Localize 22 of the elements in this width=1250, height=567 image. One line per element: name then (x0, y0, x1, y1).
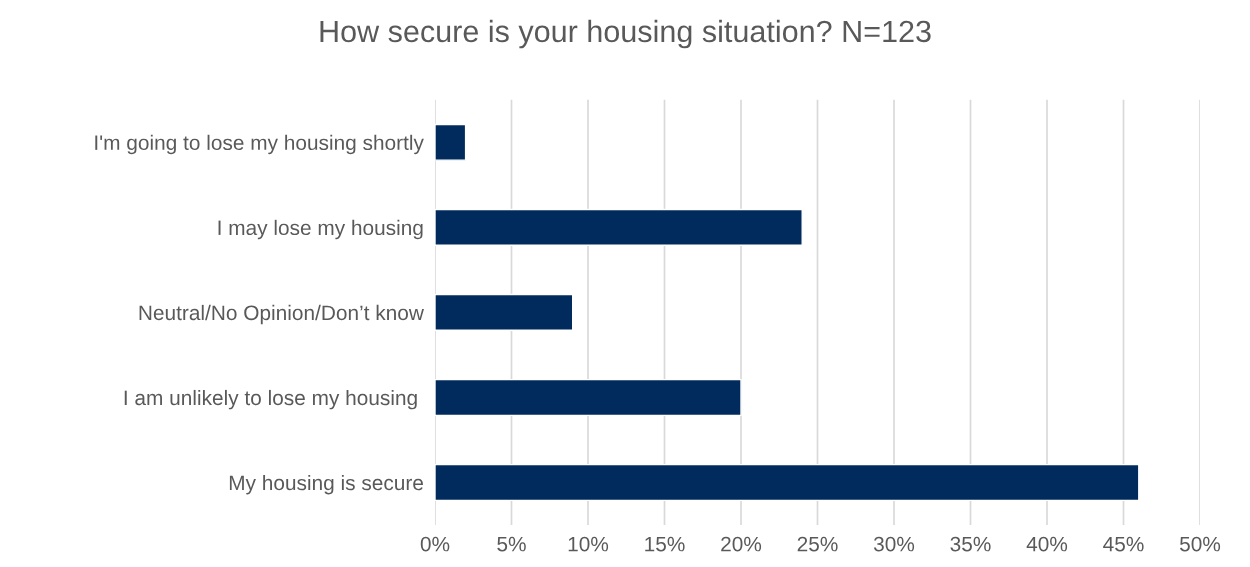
x-tick-label: 0% (420, 536, 450, 552)
bar (435, 378, 742, 417)
y-tick-label: I am unlikely to lose my housing (124, 389, 417, 410)
x-tick-label: 40% (1026, 536, 1068, 552)
bar (435, 208, 803, 246)
x-tick-label: 45% (1103, 536, 1144, 552)
y-tick-label: I'm going to lose my housing shortly (95, 134, 424, 155)
chart-title: How secure is your housing situation? N=123 (320, 19, 931, 49)
x-tick-label: 20% (721, 536, 762, 552)
bar (435, 123, 467, 161)
bar (435, 293, 574, 331)
x-tick-label: 30% (873, 536, 915, 552)
x-tick-label: 5% (497, 536, 526, 552)
y-tick-label: Neutral/No Opinion/Don’t know (139, 304, 424, 325)
y-tick-label: My housing is secure (229, 474, 423, 495)
y-tick-label: I may lose my housing (218, 219, 423, 240)
x-tick-label: 25% (797, 536, 838, 552)
x-tick-label: 50% (1179, 536, 1221, 552)
x-tick-label: 10% (568, 536, 609, 552)
x-tick-label: 15% (645, 536, 685, 552)
bar (435, 463, 1140, 502)
x-tick-label: 35% (950, 536, 991, 552)
